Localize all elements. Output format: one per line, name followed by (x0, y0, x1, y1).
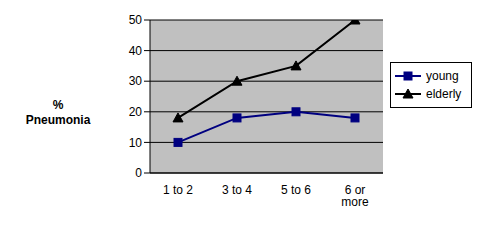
svg-text:30: 30 (129, 74, 143, 88)
html-text:young: young (426, 69, 459, 83)
svg-text:1 to 2: 1 to 2 (163, 183, 193, 197)
svg-text:0: 0 (135, 166, 142, 180)
svg-text:40: 40 (129, 44, 143, 58)
svg-text:3 to 4: 3 to 4 (222, 183, 252, 197)
svg-text:10: 10 (129, 136, 143, 150)
svg-text:5 to 6: 5 to 6 (281, 183, 311, 197)
svg-text:50: 50 (129, 13, 143, 27)
html-text:elderly: elderly (426, 87, 462, 101)
html-text:% Pneumonia: % Pneumonia (25, 98, 91, 127)
svg-text:20: 20 (129, 105, 143, 119)
svg-text:6 ormore: 6 ormore (341, 183, 369, 209)
